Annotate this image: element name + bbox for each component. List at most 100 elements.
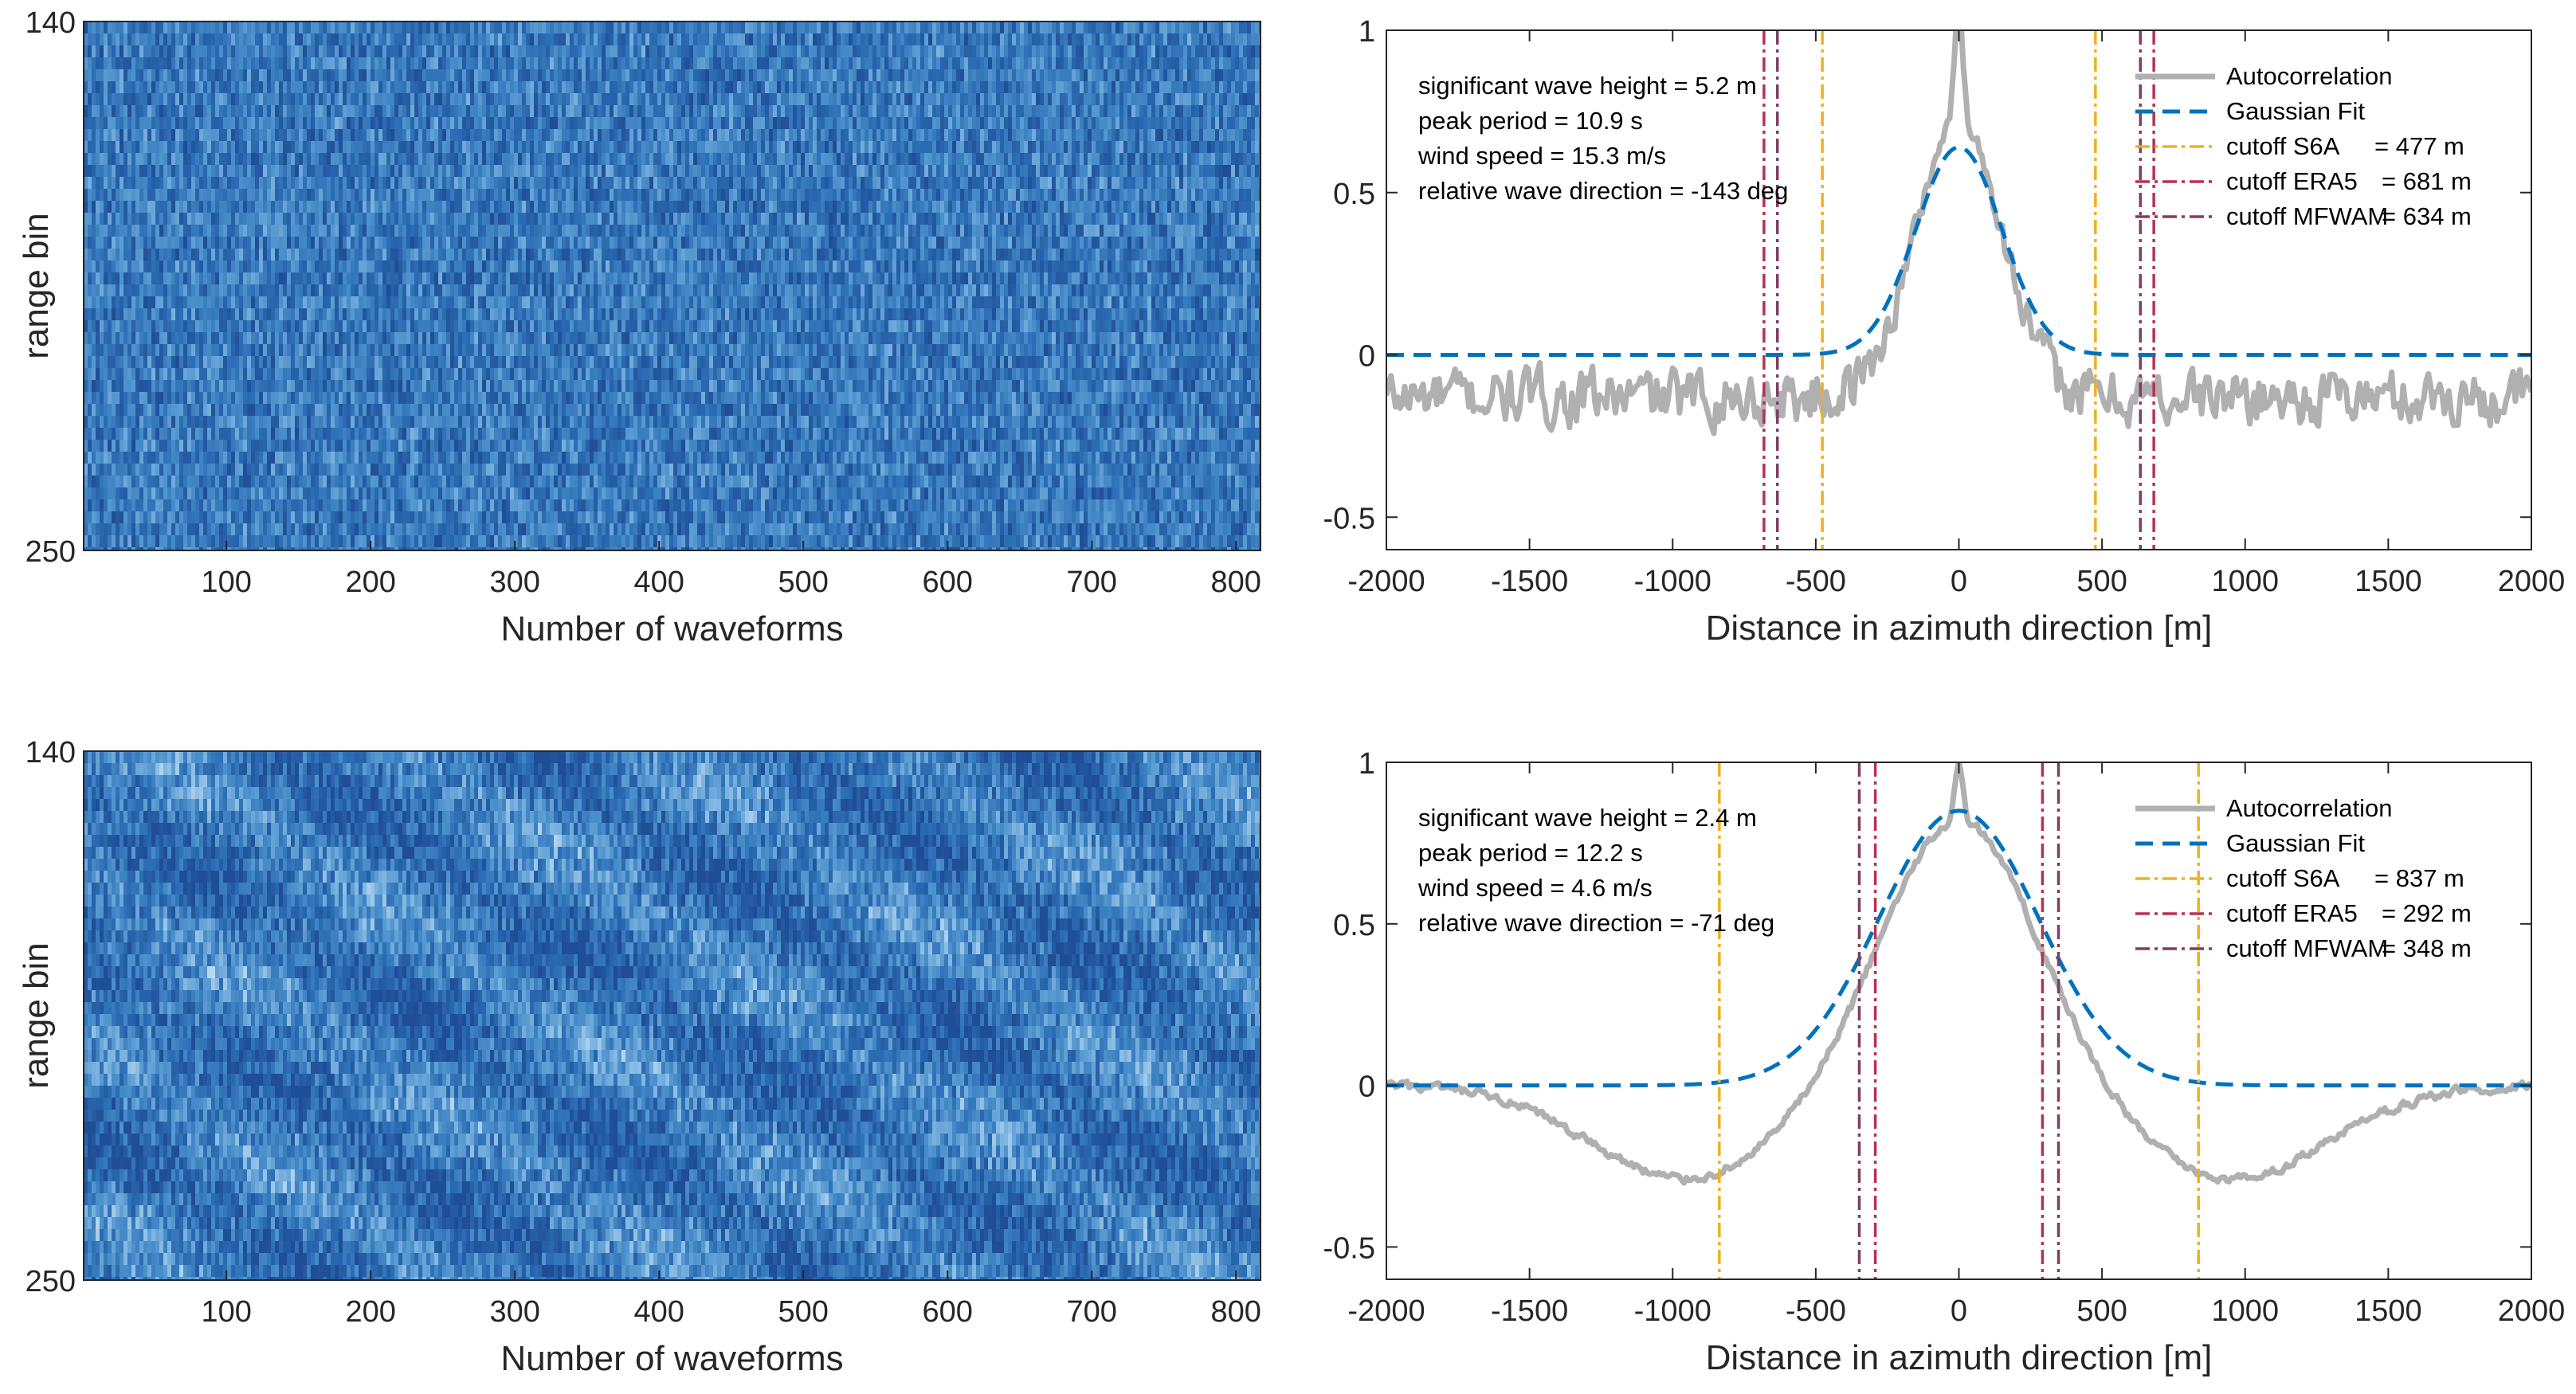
heatmap-cell	[988, 69, 993, 82]
heatmap-cell	[546, 189, 551, 202]
heatmap-cell	[147, 105, 152, 118]
heatmap-cell	[729, 189, 734, 202]
heatmap-cell	[299, 105, 304, 118]
heatmap-cell	[371, 201, 375, 213]
heatmap-cell	[1119, 93, 1124, 106]
heatmap-cell	[1112, 201, 1116, 213]
heatmap-cell	[641, 141, 646, 154]
heatmap-cell	[1155, 129, 1160, 142]
heatmap-cell	[434, 33, 439, 46]
heatmap-cell	[319, 105, 323, 118]
heatmap-cell	[1191, 177, 1196, 190]
heatmap-cell	[868, 213, 873, 225]
heatmap-cell	[363, 213, 367, 225]
heatmap-cell	[1247, 57, 1252, 70]
heatmap-cell	[709, 22, 714, 34]
heatmap-cell	[777, 57, 782, 70]
heatmap-cell	[131, 189, 136, 202]
heatmap-cell	[1255, 141, 1260, 154]
heatmap-cell	[1024, 57, 1029, 70]
heatmap-cell	[880, 213, 885, 225]
heatmap-cell	[311, 141, 316, 154]
heatmap-cell	[558, 177, 563, 190]
heatmap-cell	[127, 165, 132, 178]
heatmap-cell	[482, 201, 487, 213]
heatmap-cell	[1199, 129, 1204, 142]
heatmap-cell	[458, 22, 463, 34]
heatmap-cell	[263, 81, 268, 94]
heatmap-cell	[578, 189, 582, 202]
heatmap-cell	[629, 213, 634, 225]
heatmap-cell	[789, 57, 794, 70]
heatmap-cell	[394, 177, 399, 190]
heatmap-cell	[131, 69, 136, 82]
heatmap-cell	[1064, 57, 1068, 70]
heatmap-cell	[713, 105, 718, 118]
heatmap-cell	[522, 201, 527, 213]
heatmap-cell	[394, 129, 399, 142]
heatmap-cell	[546, 117, 551, 130]
heatmap-cell	[104, 165, 108, 178]
heatmap-cell	[470, 141, 475, 154]
heatmap-cell	[227, 189, 232, 202]
heatmap-cell	[187, 201, 192, 213]
heatmap-cell	[972, 105, 977, 118]
heatmap-cell	[805, 93, 810, 106]
heatmap-cell	[351, 141, 355, 154]
heatmap-cell	[522, 69, 527, 82]
heatmap-cell	[845, 201, 849, 213]
heatmap-cell	[956, 105, 961, 118]
heatmap-cell	[865, 177, 869, 190]
heatmap-cell	[1076, 177, 1080, 190]
heatmap-cell	[689, 69, 694, 82]
heatmap-cell	[243, 189, 248, 202]
heatmap-cell	[335, 129, 339, 142]
heatmap-cell	[928, 141, 933, 154]
heatmap-cell	[721, 93, 726, 106]
heatmap-cell	[940, 22, 945, 34]
heatmap-cell	[1000, 141, 1005, 154]
heatmap-cell	[211, 153, 216, 166]
heatmap-cell	[542, 129, 547, 142]
heatmap-cell	[1044, 45, 1049, 58]
heatmap-cell	[199, 177, 204, 190]
heatmap-cell	[1235, 117, 1240, 130]
heatmap-cell	[1207, 141, 1212, 154]
heatmap-cell	[896, 93, 901, 106]
heatmap-cell	[1251, 201, 1256, 213]
heatmap-cell	[426, 105, 431, 118]
heatmap-cell	[1076, 141, 1080, 154]
heatmap-cell	[749, 22, 754, 34]
heatmap-cell	[665, 213, 670, 225]
heatmap-cell	[239, 117, 244, 130]
heatmap-cell	[721, 33, 726, 46]
heatmap-cell	[116, 57, 120, 70]
heatmap-cell	[725, 69, 730, 82]
heatmap-cell	[406, 57, 411, 70]
heatmap-cell	[928, 69, 933, 82]
heatmap-cell	[1203, 141, 1208, 154]
heatmap-cell	[781, 81, 786, 94]
heatmap-cell	[761, 57, 766, 70]
heatmap-cell	[96, 189, 100, 202]
heatmap-cell	[187, 141, 192, 154]
heatmap-cell	[151, 45, 156, 58]
heatmap-cell	[849, 33, 853, 46]
heatmap-cell	[1207, 129, 1212, 142]
heatmap-cell	[928, 177, 933, 190]
heatmap-cell	[992, 189, 997, 202]
heatmap-cell	[390, 117, 395, 130]
heatmap-cell	[139, 165, 144, 178]
heatmap-cell	[307, 81, 312, 94]
heatmap-cell	[550, 69, 555, 82]
heatmap-cell	[1203, 177, 1208, 190]
heatmap-cell	[1231, 57, 1236, 70]
heatmap-cell	[382, 141, 387, 154]
heatmap-cell	[430, 129, 435, 142]
heatmap-cell	[1235, 105, 1240, 118]
heatmap-cell	[259, 69, 264, 82]
heatmap-cell	[661, 213, 666, 225]
heatmap-cell	[673, 117, 678, 130]
heatmap-cell	[1215, 57, 1220, 70]
heatmap-cell	[765, 201, 770, 213]
